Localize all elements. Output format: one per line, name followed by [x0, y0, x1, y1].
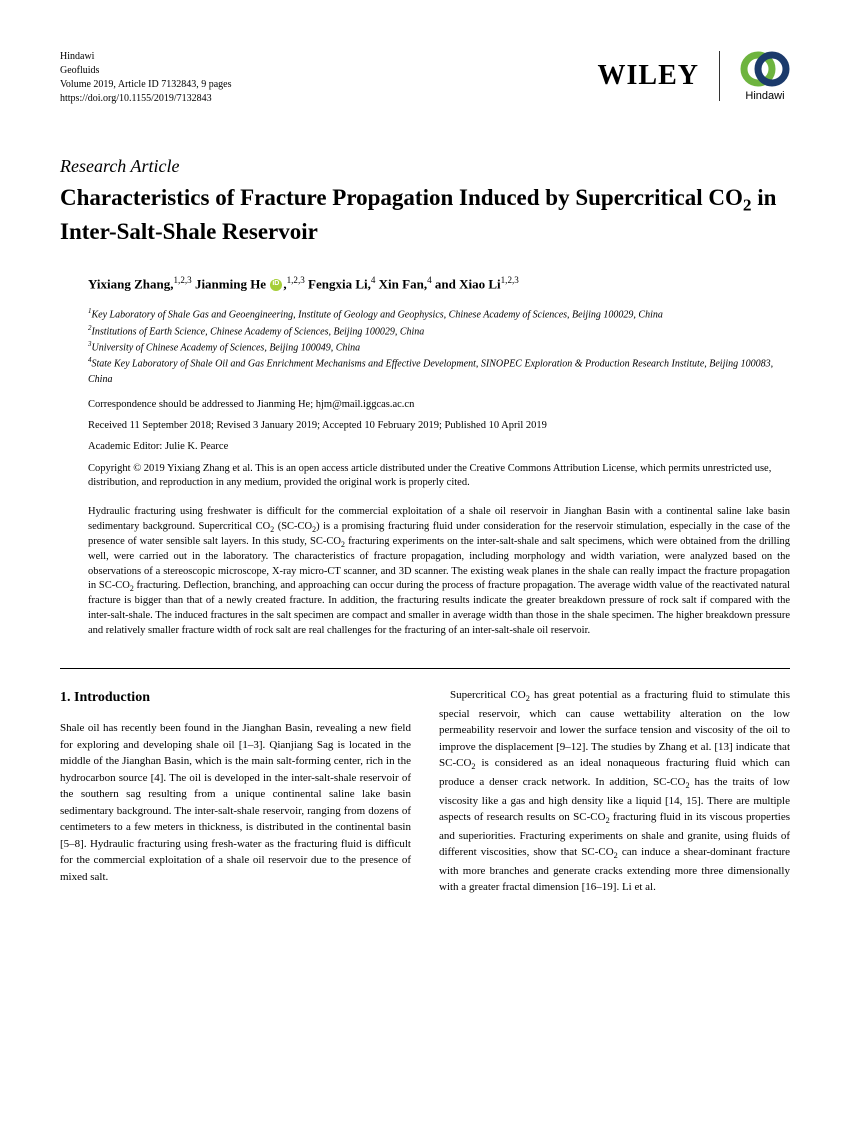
column-left: 1. Introduction Shale oil has recently b… [60, 687, 411, 895]
academic-editor: Academic Editor: Julie K. Pearce [88, 441, 790, 452]
body-text-left: Shale oil has recently been found in the… [60, 720, 411, 885]
article-type: Research Article [60, 156, 790, 177]
page: Hindawi Geofluids Volume 2019, Article I… [0, 0, 850, 946]
body-columns: 1. Introduction Shale oil has recently b… [60, 687, 790, 895]
column-right: Supercritical CO2 has great potential as… [439, 687, 790, 895]
volume-info: Volume 2019, Article ID 7132843, 9 pages [60, 78, 231, 92]
authors: Yixiang Zhang,1,2,3 Jianming He ,1,2,3 F… [88, 275, 790, 292]
publisher-name: Hindawi [60, 50, 231, 64]
logo-divider [719, 51, 720, 101]
correspondence: Correspondence should be addressed to Ji… [88, 399, 790, 410]
affiliation-2: 2Institutions of Earth Science, Chinese … [88, 323, 790, 339]
hindawi-logo: Hindawi [740, 50, 790, 102]
journal-name: Geofluids [60, 64, 231, 78]
hindawi-label: Hindawi [745, 90, 784, 102]
wiley-logo: WILEY [598, 60, 699, 92]
affiliation-1: 1Key Laboratory of Shale Gas and Geoengi… [88, 306, 790, 322]
doi-link[interactable]: https://doi.org/10.1155/2019/7132843 [60, 92, 231, 106]
publication-dates: Received 11 September 2018; Revised 3 Ja… [88, 420, 790, 431]
header-row: Hindawi Geofluids Volume 2019, Article I… [60, 50, 790, 106]
article-meta: Hindawi Geofluids Volume 2019, Article I… [60, 50, 231, 106]
divider [60, 668, 790, 669]
copyright: Copyright © 2019 Yixiang Zhang et al. Th… [88, 462, 790, 491]
hindawi-icon [740, 50, 790, 88]
affiliations: 1Key Laboratory of Shale Gas and Geoengi… [88, 306, 790, 386]
affiliation-4: 4State Key Laboratory of Shale Oil and G… [88, 355, 790, 386]
affiliation-3: 3University of Chinese Academy of Scienc… [88, 339, 790, 355]
section-title-introduction: 1. Introduction [60, 687, 411, 708]
logo-block: WILEY Hindawi [598, 50, 790, 102]
body-text-right: Supercritical CO2 has great potential as… [439, 687, 790, 895]
article-title: Characteristics of Fracture Propagation … [60, 183, 790, 247]
abstract: Hydraulic fracturing using freshwater is… [88, 505, 790, 638]
